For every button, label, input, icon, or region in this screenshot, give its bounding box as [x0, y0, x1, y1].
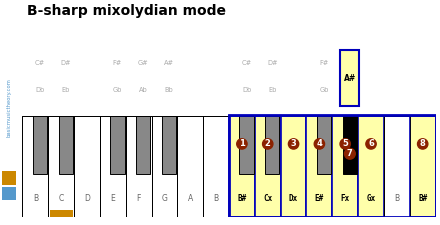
- Bar: [50, 210, 73, 217]
- Text: D#: D#: [267, 60, 278, 65]
- Circle shape: [237, 139, 247, 149]
- Text: E: E: [110, 194, 115, 203]
- Bar: [177, 115, 203, 217]
- Text: F: F: [136, 194, 141, 203]
- Bar: [203, 115, 229, 217]
- Text: C#: C#: [242, 60, 252, 65]
- Text: B: B: [213, 194, 219, 203]
- Text: F#: F#: [113, 60, 122, 65]
- Text: C: C: [59, 194, 64, 203]
- Text: 4: 4: [316, 140, 323, 148]
- Bar: [100, 115, 126, 217]
- Bar: [151, 115, 177, 217]
- Bar: [239, 115, 254, 174]
- Bar: [358, 115, 384, 217]
- Text: B#: B#: [237, 194, 246, 203]
- Text: B: B: [33, 194, 38, 203]
- Bar: [48, 115, 74, 217]
- Text: Gx: Gx: [367, 194, 376, 203]
- Text: Gb: Gb: [113, 87, 122, 93]
- Bar: [255, 115, 281, 217]
- Circle shape: [366, 139, 376, 149]
- Text: B: B: [394, 194, 400, 203]
- Bar: [22, 115, 48, 217]
- Bar: [33, 115, 47, 174]
- Text: 3: 3: [291, 140, 297, 148]
- Bar: [2, 187, 16, 200]
- Text: 7: 7: [347, 149, 353, 158]
- Text: 6: 6: [368, 140, 374, 148]
- Bar: [384, 115, 410, 217]
- Bar: [22, 115, 48, 217]
- Text: G: G: [161, 194, 167, 203]
- Text: 5: 5: [342, 140, 348, 148]
- Bar: [229, 115, 255, 217]
- Circle shape: [314, 139, 325, 149]
- Text: F#: F#: [319, 60, 329, 65]
- Bar: [265, 115, 279, 174]
- Text: 1: 1: [239, 140, 245, 148]
- Text: Cx: Cx: [263, 194, 272, 203]
- Text: Eb: Eb: [268, 87, 277, 93]
- Text: Db: Db: [242, 87, 251, 93]
- Text: B-sharp mixolydian mode: B-sharp mixolydian mode: [27, 4, 226, 18]
- Bar: [74, 115, 100, 217]
- Bar: [203, 115, 229, 217]
- Text: G#: G#: [138, 60, 149, 65]
- Text: basicmusictheory.com: basicmusictheory.com: [7, 79, 11, 137]
- Text: G#: G#: [345, 60, 355, 65]
- Bar: [384, 115, 410, 217]
- Bar: [229, 115, 436, 217]
- Bar: [74, 115, 100, 217]
- Text: Ab: Ab: [345, 87, 354, 93]
- FancyBboxPatch shape: [340, 50, 359, 106]
- Bar: [48, 115, 74, 217]
- Text: 8: 8: [420, 140, 425, 148]
- Bar: [281, 115, 307, 217]
- Bar: [343, 115, 357, 174]
- Bar: [177, 115, 203, 217]
- Circle shape: [418, 139, 428, 149]
- Bar: [2, 171, 16, 184]
- Text: D#: D#: [61, 60, 71, 65]
- Circle shape: [263, 139, 273, 149]
- Bar: [410, 115, 436, 217]
- Bar: [59, 115, 73, 174]
- Text: A#: A#: [344, 74, 356, 83]
- Text: Fx: Fx: [341, 194, 350, 203]
- Bar: [332, 115, 358, 217]
- Text: Eb: Eb: [62, 87, 70, 93]
- Bar: [307, 115, 332, 217]
- Text: Bb: Bb: [165, 87, 173, 93]
- Text: 2: 2: [265, 140, 271, 148]
- Circle shape: [340, 139, 350, 149]
- Text: Db: Db: [35, 87, 44, 93]
- Bar: [126, 115, 151, 217]
- Circle shape: [288, 139, 299, 149]
- Text: B#: B#: [418, 194, 427, 203]
- Text: Dx: Dx: [289, 194, 298, 203]
- Circle shape: [345, 148, 355, 159]
- Text: E#: E#: [315, 194, 324, 203]
- Bar: [317, 115, 331, 174]
- Bar: [136, 115, 150, 174]
- Text: A#: A#: [164, 60, 174, 65]
- Text: D: D: [84, 194, 90, 203]
- Bar: [126, 115, 151, 217]
- Text: C#: C#: [35, 60, 45, 65]
- Text: A: A: [187, 194, 193, 203]
- Bar: [100, 115, 126, 217]
- Bar: [110, 115, 125, 174]
- Text: Ab: Ab: [139, 87, 148, 93]
- Bar: [162, 115, 176, 174]
- Bar: [151, 115, 177, 217]
- Text: Gb: Gb: [319, 87, 329, 93]
